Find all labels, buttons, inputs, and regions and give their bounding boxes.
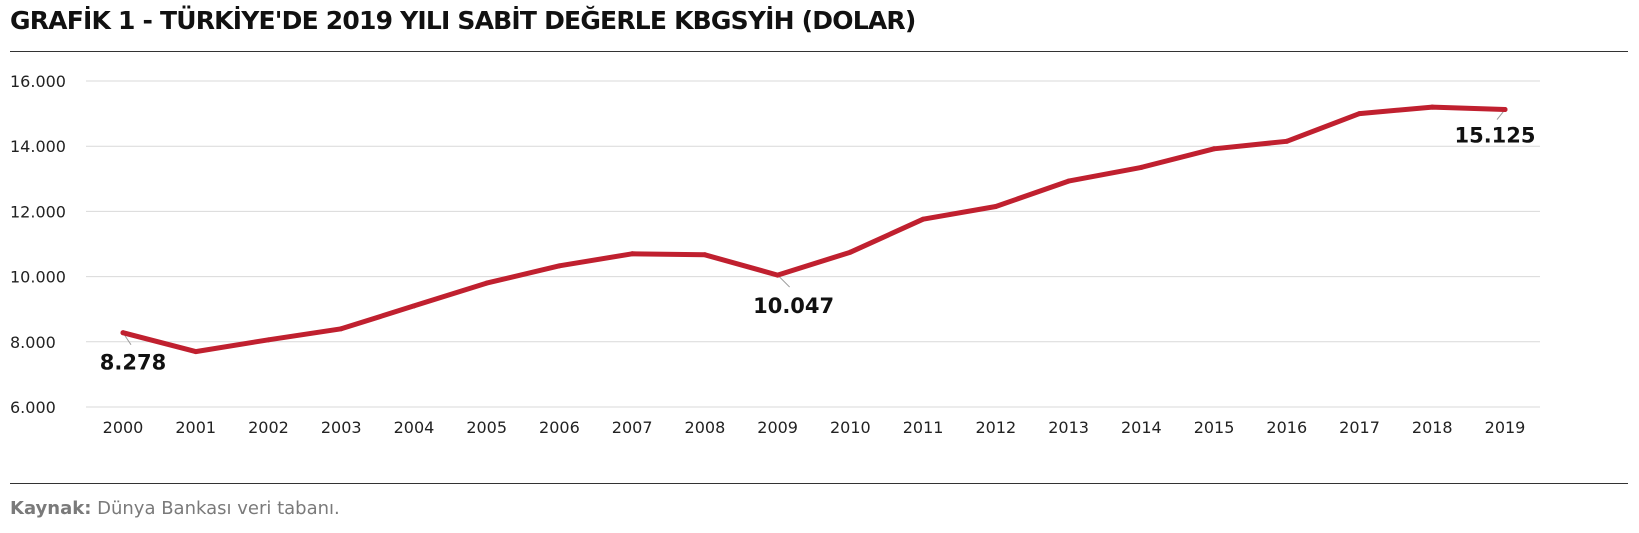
data-point [120, 330, 126, 336]
data-point [1357, 111, 1363, 117]
x-tick-label: 2008 [685, 418, 726, 437]
data-point [193, 349, 199, 355]
title-divider [10, 51, 1628, 52]
data-point [556, 263, 562, 269]
y-tick-label: 6.000 [10, 398, 56, 417]
y-tick-label: 10.000 [10, 268, 66, 287]
data-point [265, 337, 271, 343]
x-tick-label: 2003 [321, 418, 362, 437]
source-note: Kaynak: Dünya Bankası veri tabanı. [10, 498, 340, 519]
x-tick-label: 2001 [175, 418, 216, 437]
data-point [993, 204, 999, 210]
data-point [1138, 164, 1144, 170]
source-label: Kaynak: [10, 498, 92, 519]
data-labels: 8.278 10.047 15.125 [100, 124, 1536, 375]
x-tick-label: 2002 [248, 418, 289, 437]
y-tick-label: 16.000 [10, 72, 66, 91]
gridlines [86, 80, 1540, 408]
data-point [847, 249, 853, 255]
data-point [1284, 138, 1290, 144]
series-line [120, 104, 1508, 355]
data-point [920, 216, 926, 222]
y-tick-label: 14.000 [10, 137, 66, 156]
data-point [1066, 178, 1072, 184]
x-tick-label: 2006 [539, 418, 580, 437]
x-tick-label: 2009 [757, 418, 798, 437]
data-point [629, 251, 635, 257]
data-label: 10.047 [753, 294, 834, 318]
y-tick-label: 12.000 [10, 202, 66, 221]
data-point [1429, 104, 1435, 110]
data-point [702, 252, 708, 258]
y-axis-tick-labels: 6.000 8.000 10.000 12.000 14.000 16.000 [10, 72, 66, 417]
x-tick-label: 2013 [1048, 418, 1089, 437]
x-tick-label: 2005 [466, 418, 507, 437]
x-tick-label: 2004 [394, 418, 435, 437]
data-point [1502, 107, 1508, 113]
data-point [411, 303, 417, 309]
source-divider [10, 483, 1628, 484]
data-label: 8.278 [100, 351, 166, 375]
x-tick-label: 2018 [1412, 418, 1453, 437]
x-tick-label: 2007 [612, 418, 653, 437]
data-point [484, 280, 490, 286]
x-tick-label: 2011 [903, 418, 944, 437]
x-tick-label: 2017 [1339, 418, 1380, 437]
data-label: 15.125 [1454, 124, 1535, 148]
x-tick-label: 2010 [830, 418, 871, 437]
x-tick-label: 2015 [1194, 418, 1235, 437]
x-tick-label: 2012 [975, 418, 1016, 437]
series-layer [120, 104, 1508, 355]
chart-title: GRAFİK 1 - TÜRKİYE'DE 2019 YILI SABİT DE… [10, 6, 916, 35]
data-point [775, 272, 781, 278]
x-tick-label: 2016 [1266, 418, 1307, 437]
x-tick-label: 2019 [1485, 418, 1526, 437]
x-tick-label: 2014 [1121, 418, 1162, 437]
data-point [338, 326, 344, 332]
y-tick-label: 8.000 [10, 333, 56, 352]
source-text: Dünya Bankası veri tabanı. [91, 498, 340, 519]
data-point [1211, 146, 1217, 152]
x-axis-tick-labels: 2000 2001 2002 2003 2004 2005 2006 2007 2008 2009… [103, 418, 1526, 437]
x-tick-label: 2000 [103, 418, 144, 437]
